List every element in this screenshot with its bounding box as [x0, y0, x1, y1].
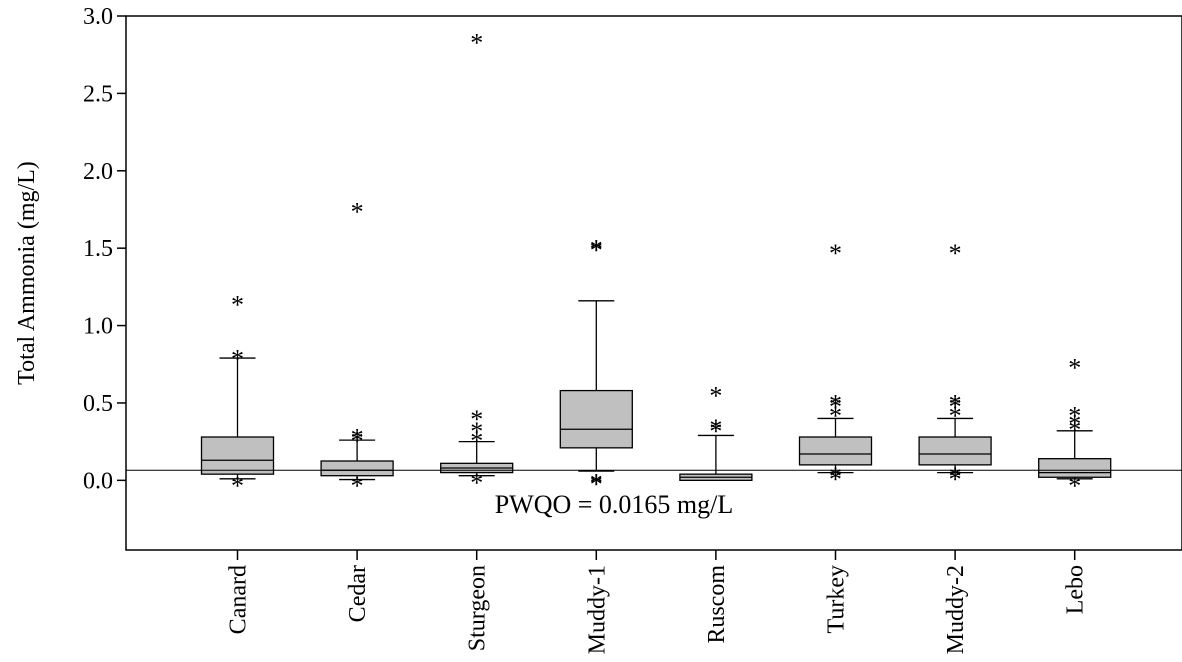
box-series: ************************************	[200, 29, 1112, 500]
y-tick-label: 2.0	[83, 159, 113, 185]
x-tick-label: Turkey	[824, 565, 850, 633]
outlier-point: *	[949, 389, 962, 418]
x-tick-label: Sturgeon	[465, 565, 491, 651]
outlier-point: *	[1068, 416, 1081, 445]
outlier-point: *	[829, 389, 842, 418]
iqr-box	[798, 436, 873, 466]
x-tick-label: Cedar	[345, 565, 371, 622]
outlier-point: *	[949, 392, 962, 421]
outlier-point: *	[470, 426, 483, 455]
outlier-point: *	[1068, 409, 1081, 438]
outlier-point: *	[709, 382, 722, 411]
outlier-point: *	[351, 423, 364, 452]
x-tick-label: Lebo	[1063, 565, 1089, 614]
outlier-point: *	[231, 344, 244, 373]
x-tick-label: Canard	[226, 565, 252, 634]
x-tick-label: Ruscom	[704, 565, 730, 644]
x-tick-label: Muddy-1	[584, 565, 610, 654]
outlier-point: *	[351, 471, 364, 500]
outlier-point: *	[351, 426, 364, 455]
outlier-point: *	[829, 462, 842, 491]
outlier-point: *	[590, 468, 603, 497]
outlier-point: *	[829, 465, 842, 494]
outlier-point: *	[1068, 471, 1081, 500]
x-tick-label: Muddy-2	[943, 565, 969, 654]
outlier-point: *	[590, 470, 603, 499]
y-axis: 0.0 0.5 1.0 1.5 2.0 2.5 3.0	[83, 4, 126, 494]
box-turkey: ******	[798, 239, 873, 494]
y-tick-label: 1.0	[83, 314, 113, 340]
box-muddy-2: ******	[918, 239, 992, 494]
outlier-point: *	[351, 197, 364, 226]
outlier-point: *	[470, 417, 483, 446]
y-tick-label: 0.5	[83, 391, 113, 417]
y-axis-title: Total Ammonia (mg/L)	[14, 161, 40, 385]
outlier-point: *	[470, 468, 483, 497]
box-cedar: ****	[320, 197, 394, 500]
outlier-point: *	[829, 402, 842, 431]
outlier-point: *	[1068, 402, 1081, 431]
y-tick-label: 2.5	[83, 81, 113, 107]
outlier-point: *	[231, 471, 244, 500]
outlier-point: *	[470, 29, 483, 58]
box-canard: * * *	[200, 290, 275, 500]
iqr-box	[559, 389, 633, 449]
outlier-point: *	[470, 405, 483, 434]
pwqo-annotation: PWQO = 0.0165 mg/L	[495, 490, 734, 519]
outlier-point: *	[590, 235, 603, 264]
box-lebo: *****	[1038, 354, 1112, 500]
outlier-point: *	[829, 392, 842, 421]
outlier-point: *	[231, 290, 244, 319]
iqr-box	[320, 460, 394, 477]
iqr-box	[200, 436, 275, 475]
iqr-box	[918, 436, 992, 466]
y-tick-label: 1.5	[83, 236, 113, 262]
outlier-point: *	[709, 414, 722, 443]
y-tick-label: 3.0	[83, 4, 113, 30]
plot-frame	[125, 15, 1182, 551]
outlier-point: *	[829, 239, 842, 268]
outlier-point: *	[949, 402, 962, 431]
box-ruscom: ***	[679, 382, 753, 481]
y-tick-label: 0.0	[83, 468, 113, 494]
x-axis: Canard Cedar Sturgeon Muddy-1 Ruscom Turkey Mu…	[226, 550, 1089, 654]
outlier-point: *	[709, 417, 722, 446]
outlier-point: *	[590, 236, 603, 265]
outlier-point: *	[949, 462, 962, 491]
box-muddy-1: ****	[559, 235, 633, 499]
outlier-point: *	[1068, 354, 1081, 383]
outlier-point: *	[949, 239, 962, 268]
box-sturgeon: *****	[440, 29, 514, 497]
outlier-point: *	[949, 465, 962, 494]
